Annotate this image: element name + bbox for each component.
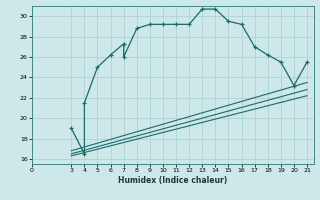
X-axis label: Humidex (Indice chaleur): Humidex (Indice chaleur) (118, 176, 228, 185)
